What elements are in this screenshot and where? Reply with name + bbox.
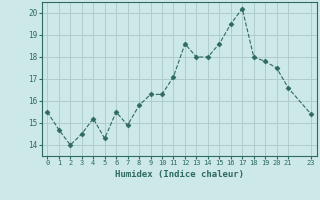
X-axis label: Humidex (Indice chaleur): Humidex (Indice chaleur)	[115, 170, 244, 179]
